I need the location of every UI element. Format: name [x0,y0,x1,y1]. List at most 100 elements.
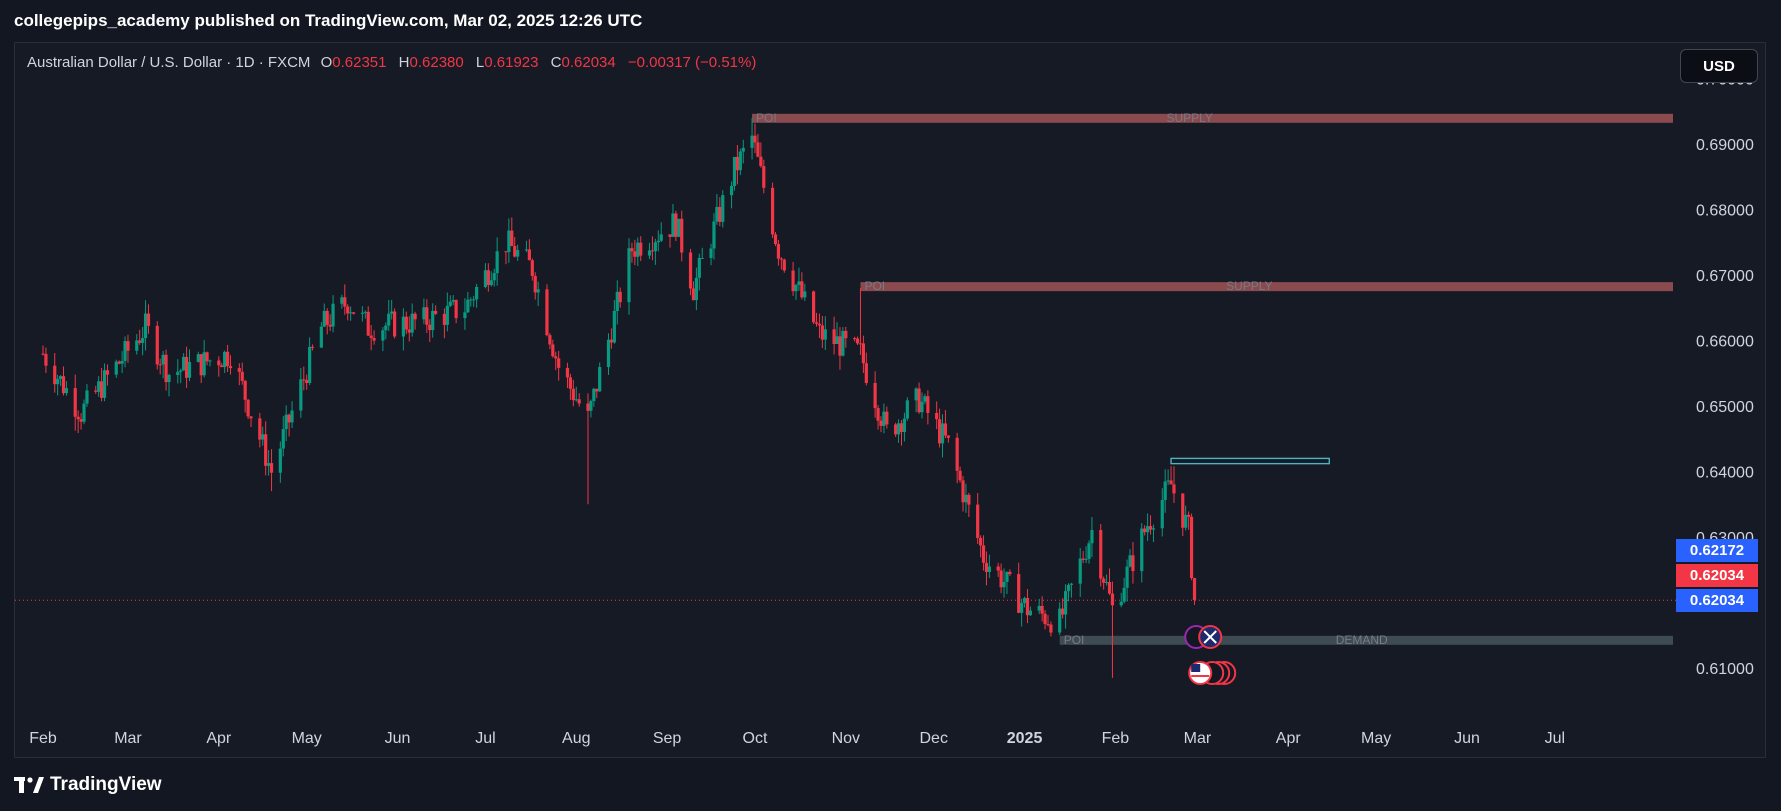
candle-body [1058,608,1062,633]
candle-body [486,270,490,286]
candle-body [381,330,385,341]
candle-body [1037,605,1041,611]
zone-poi-label: POI [1064,633,1085,647]
candle-body [782,259,786,271]
candle-body [589,401,593,411]
candle-body [759,156,763,167]
candle-body [390,311,394,314]
currency-button[interactable]: USD [1680,49,1758,83]
candle-body [1063,591,1068,615]
x-tick-label: May [1361,730,1391,747]
candle-body [208,360,212,362]
change-value: −0.00317 (−0.51%) [627,54,757,71]
candle-body [135,340,139,351]
candle-body [284,414,288,430]
candle-body [346,306,350,314]
candle-body [680,218,684,253]
candle-body [935,412,939,420]
candle-body [1146,526,1150,533]
publish-header: collegepips_academy published on Trading… [0,0,1781,42]
candle-body [1008,571,1012,575]
candle-body [996,566,1000,571]
candle-body [612,311,616,343]
candle-body [715,206,719,222]
candle-body [1028,610,1033,616]
chart-canvas[interactable]: 0.610000.620000.630000.640000.650000.660… [0,0,1781,758]
candle-body [1020,602,1024,613]
low-label: L [475,54,485,71]
candle-body [817,323,822,326]
candle-body [779,258,783,260]
candle-body [545,289,549,336]
candle-body [879,420,883,426]
candle-body [158,364,162,366]
candle-body [753,135,757,143]
x-tick-label: Jul [475,730,495,747]
candle-body [507,230,511,253]
candle-body [1169,480,1173,485]
x-tick-label: Feb [1102,730,1130,747]
candle-body [770,187,775,235]
candle-body [721,195,725,222]
candle-body [894,424,898,435]
candle-body [1066,584,1071,592]
candle-body [738,151,742,171]
candle-body [56,378,60,385]
candle-body [964,494,968,503]
candle-body [1172,484,1176,494]
x-tick-label: Mar [114,730,142,747]
candle-body [568,377,572,389]
candle-body [832,329,836,345]
candle-body [1104,581,1109,583]
candle-body [85,390,89,404]
candle-body [592,388,596,402]
candle-body [551,344,555,357]
candle-body [976,504,980,538]
candle-body [1119,601,1123,606]
candle-body [322,310,326,327]
x-tick-label: May [292,730,322,747]
candle-body [434,310,438,314]
candle-body [369,335,373,339]
zone-poi-label: POI [864,279,885,293]
candle-body [530,260,534,276]
tradingview-logo-icon [14,777,44,793]
candle-body [609,339,614,343]
candle-body [1022,598,1027,603]
candle-body [58,376,63,379]
candle-body [269,463,274,473]
candle-body [873,382,877,409]
candle-body [44,353,48,366]
candle-body [981,545,986,563]
candle-body [387,313,391,326]
tradingview-logo[interactable]: TradingView [14,773,162,797]
y-tick-label: 0.67000 [1696,268,1754,285]
candle-body [451,300,455,302]
flag-canton [1191,664,1201,672]
candle-body [776,244,781,259]
candle-body [1131,555,1135,572]
candle-body [861,343,865,364]
candle-body [773,234,778,245]
candle-body [413,313,417,320]
candle-body [574,399,578,401]
candle-body [671,213,675,237]
candle-body [674,213,678,237]
candle-body [1166,480,1170,482]
candle-body [800,281,804,298]
candle-body [527,249,531,261]
x-tick-label: 2025 [1007,730,1043,747]
candle-body [258,418,262,440]
zone-demand-2 [1059,635,1673,645]
x-tick-label: Jun [385,730,411,747]
candle-body [1125,566,1129,588]
candle-body [510,230,514,247]
price-badge-last: 0.62034 [1676,564,1758,587]
candle-body [187,361,192,378]
price-badge-ask: 0.62034 [1676,589,1758,612]
zone-name-label: SUPPLY [1226,279,1272,293]
x-tick-label: Sep [653,730,682,747]
candle-body [472,299,476,301]
candle-body [64,388,69,394]
candle-body [176,371,180,375]
